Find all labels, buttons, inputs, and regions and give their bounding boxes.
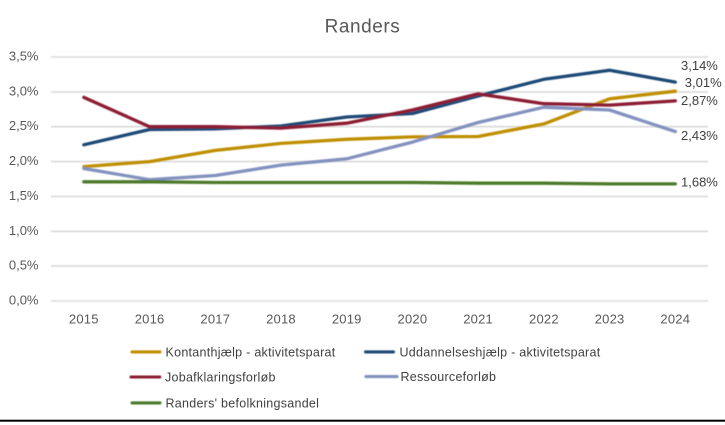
- svg-text:2,87%: 2,87%: [681, 93, 718, 108]
- svg-text:Kontanthjælp - aktivitetsparat: Kontanthjælp - aktivitetsparat: [166, 345, 336, 359]
- svg-text:3,01%: 3,01%: [685, 75, 722, 90]
- svg-text:3,0%: 3,0%: [9, 83, 39, 98]
- svg-text:2,43%: 2,43%: [681, 128, 718, 143]
- svg-text:2024: 2024: [660, 311, 690, 326]
- svg-text:Uddannelseshjælp - aktivitetsp: Uddannelseshjælp - aktivitetsparat: [400, 345, 601, 359]
- svg-text:0,5%: 0,5%: [9, 258, 39, 273]
- svg-text:Jobafklaringsforløb: Jobafklaringsforløb: [165, 370, 276, 384]
- svg-text:2017: 2017: [200, 311, 230, 326]
- svg-text:Randers' befolkningsandel: Randers' befolkningsandel: [166, 396, 320, 410]
- svg-text:1,0%: 1,0%: [9, 223, 39, 238]
- svg-text:2,5%: 2,5%: [9, 118, 39, 133]
- svg-text:3,5%: 3,5%: [9, 49, 39, 64]
- svg-text:3,14%: 3,14%: [681, 58, 718, 73]
- svg-text:2023: 2023: [595, 311, 625, 326]
- svg-text:2020: 2020: [398, 311, 428, 326]
- svg-text:2021: 2021: [463, 311, 493, 326]
- svg-text:Randers: Randers: [325, 16, 401, 37]
- svg-text:2,0%: 2,0%: [9, 153, 39, 168]
- svg-text:1,68%: 1,68%: [681, 175, 718, 190]
- svg-text:2016: 2016: [135, 311, 165, 326]
- svg-text:2022: 2022: [529, 311, 559, 326]
- svg-text:1,5%: 1,5%: [9, 188, 39, 203]
- svg-text:2015: 2015: [69, 311, 99, 326]
- svg-text:Ressourceforløb: Ressourceforløb: [401, 370, 497, 384]
- svg-text:2019: 2019: [332, 311, 362, 326]
- svg-text:2018: 2018: [266, 311, 296, 326]
- svg-text:0,0%: 0,0%: [9, 293, 39, 308]
